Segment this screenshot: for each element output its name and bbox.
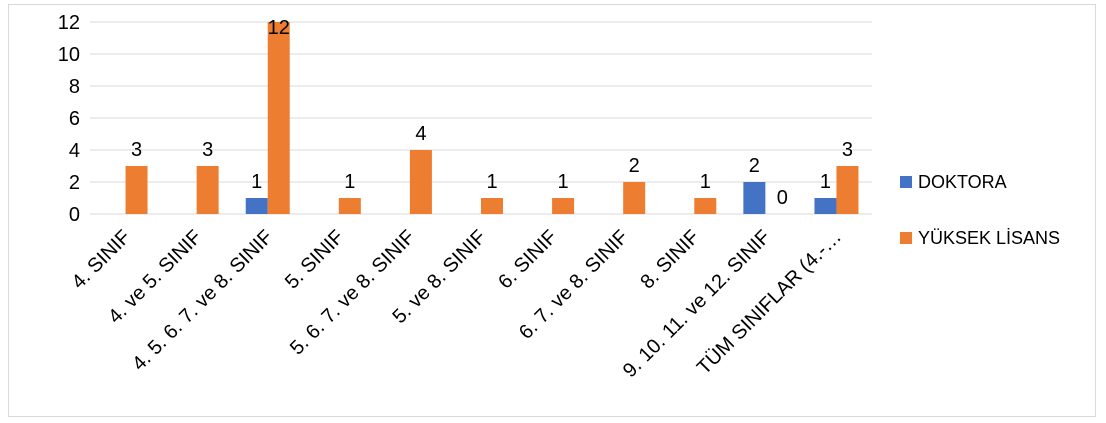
y-tick-label: 8 (69, 76, 80, 98)
bar-yuksek-lisans (623, 182, 646, 214)
bar-yuksek-lisans (338, 198, 361, 214)
legend-swatch-doktora (900, 176, 912, 188)
data-label: 2 (749, 155, 760, 177)
y-tick-label: 2 (69, 172, 80, 194)
data-label: 12 (268, 17, 290, 39)
data-label: 1 (558, 171, 569, 193)
data-label: 1 (251, 171, 262, 193)
bar-doktora (743, 182, 766, 214)
data-label: 1 (486, 171, 497, 193)
legend-label: DOKTORA (918, 172, 1007, 192)
x-tick-label: TÜM SINIFLAR (4.-… (693, 226, 846, 379)
data-label: 1 (700, 171, 711, 193)
data-label: 3 (842, 139, 853, 161)
y-tick-label: 4 (69, 140, 80, 162)
x-tick-label: 5. SINIF (281, 226, 348, 293)
y-tick-label: 10 (58, 44, 80, 66)
x-tick-label: 4. 5. 6. 7. ve 8. SINIF (128, 226, 277, 375)
y-tick-label: 6 (69, 108, 80, 130)
data-label: 2 (629, 155, 640, 177)
chart-frame (8, 4, 1096, 417)
x-tick-label: 8. SINIF (636, 226, 703, 293)
bar-doktora (814, 198, 837, 214)
bar-yuksek-lisans (267, 22, 290, 214)
bar-yuksek-lisans (552, 198, 575, 214)
bar-yuksek-lisans (125, 166, 148, 214)
bar-yuksek-lisans (694, 198, 717, 214)
data-label: 3 (202, 139, 213, 161)
data-label: 1 (820, 171, 831, 193)
bar-yuksek-lisans (836, 166, 859, 214)
x-tick-label: 4. SINIF (68, 226, 135, 293)
bar-yuksek-lisans (409, 150, 432, 214)
data-label: 0 (777, 187, 788, 209)
data-label: 3 (131, 139, 142, 161)
y-tick-label: 12 (58, 12, 80, 34)
bar-yuksek-lisans (481, 198, 503, 214)
y-tick-label: 0 (69, 204, 80, 226)
data-label: 4 (415, 123, 426, 145)
bar-yuksek-lisans (196, 166, 219, 214)
legend-swatch-yuksek-lisans (900, 232, 912, 244)
x-tick-label: 6. SINIF (494, 226, 561, 293)
legend-label: YÜKSEK LİSANS (918, 228, 1060, 248)
x-tick-label: 5. 6. 7. ve 8. SINIF (286, 226, 419, 359)
data-label: 1 (344, 171, 355, 193)
bar-doktora (245, 198, 268, 214)
